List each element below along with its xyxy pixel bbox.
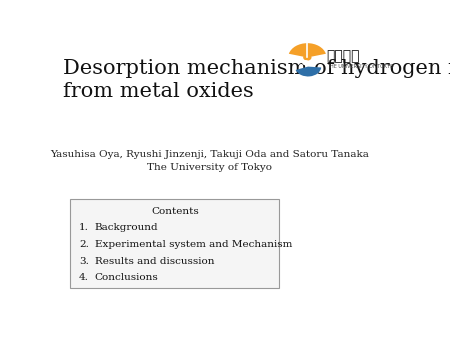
Text: Yasuhisa Oya, Ryushi Jinzenji, Takuji Oda and Satoru Tanaka
The University of To: Yasuhisa Oya, Ryushi Jinzenji, Takuji Od… [50,150,369,172]
Text: 4.: 4. [79,273,89,283]
Text: Experimental system and Mechanism: Experimental system and Mechanism [94,240,292,249]
Circle shape [303,54,311,61]
FancyBboxPatch shape [70,199,279,288]
Wedge shape [296,67,321,76]
Text: THE UNIVERSITY OF TOKYO: THE UNIVERSITY OF TOKYO [327,64,393,69]
Text: 3.: 3. [79,257,89,266]
Text: Conclusions: Conclusions [94,273,158,283]
Text: Contents: Contents [151,207,199,216]
Text: 2.: 2. [79,240,89,249]
Text: 東京大学: 東京大学 [327,50,360,64]
Wedge shape [289,43,326,57]
Text: Background: Background [94,223,158,232]
Text: Results and discussion: Results and discussion [94,257,214,266]
Text: Desorption mechanism of hydrogen isotope
from metal oxides: Desorption mechanism of hydrogen isotope… [63,59,450,100]
Circle shape [302,60,309,65]
Text: 1.: 1. [79,223,89,232]
